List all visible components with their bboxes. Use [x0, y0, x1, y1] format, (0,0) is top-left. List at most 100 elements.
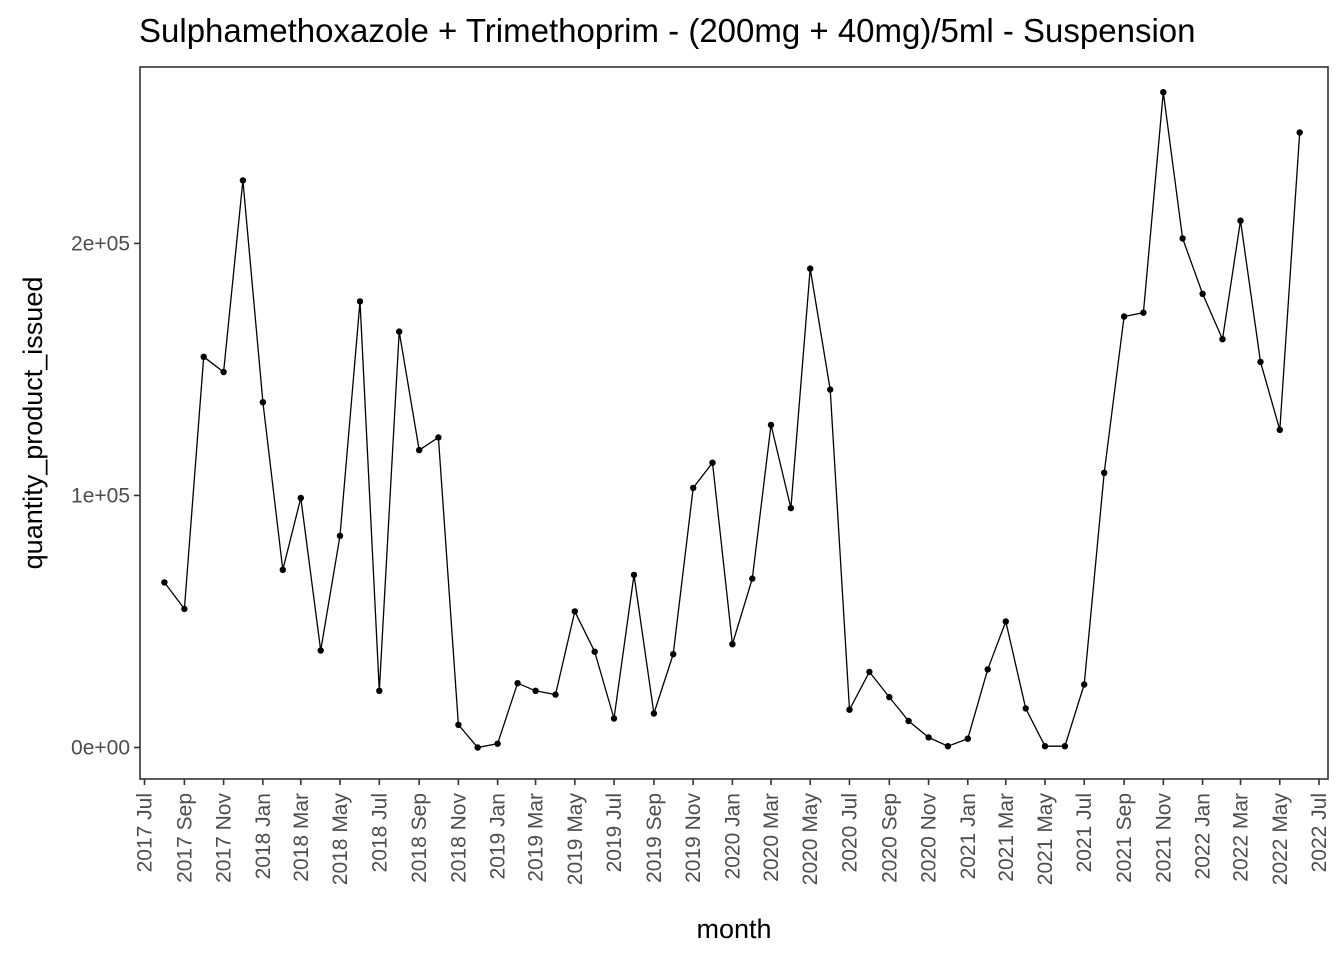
data-point — [591, 648, 598, 655]
data-point — [181, 605, 188, 613]
plot-panel — [139, 66, 1329, 780]
x-tick-label: 2021 Nov — [1152, 793, 1175, 883]
series-layer — [161, 89, 1303, 751]
x-tick-label: 2022 Jul — [1308, 793, 1331, 872]
x-tick-label: 2019 Sep — [643, 793, 666, 883]
x-tick-label: 2022 Mar — [1230, 793, 1253, 882]
x-tick-label: 2020 Nov — [918, 793, 941, 883]
data-point — [455, 721, 462, 728]
data-point — [1219, 336, 1226, 343]
data-point — [200, 353, 207, 360]
data-point — [279, 566, 286, 573]
y-tick-label: 0e+00 — [71, 736, 130, 759]
x-tick-label: 2022 May — [1269, 793, 1292, 886]
x-tick-label: 2020 Sep — [878, 793, 901, 883]
data-point — [1061, 743, 1069, 750]
data-point — [925, 734, 932, 741]
data-point — [650, 710, 658, 717]
x-tick-label: 2020 May — [799, 793, 822, 886]
data-point — [1101, 469, 1108, 476]
data-point — [807, 265, 814, 272]
data-point — [866, 668, 873, 676]
x-axis: 2017 Jul 2017 Sep 2017 Nov 2018 Jan 2018 Mar… — [134, 779, 1331, 885]
data-point — [749, 575, 756, 582]
data-point — [846, 706, 853, 713]
data-point — [1237, 217, 1244, 224]
data-point — [259, 399, 267, 406]
data-point — [827, 386, 834, 393]
data-point — [161, 579, 168, 586]
x-axis-title: month — [696, 914, 771, 944]
x-tick-label: 2022 Jan — [1192, 793, 1215, 879]
data-point — [690, 484, 697, 492]
data-point — [239, 177, 247, 184]
data-point — [630, 571, 638, 579]
data-point — [474, 744, 481, 751]
data-point — [1081, 681, 1088, 688]
x-tick-label: 2018 May — [329, 793, 352, 886]
data-point — [984, 666, 991, 673]
data-point — [1041, 743, 1049, 750]
data-point — [220, 368, 227, 376]
data-point — [729, 641, 736, 648]
x-tick-label: 2018 Jan — [252, 793, 275, 879]
x-tick-label: 2020 Jan — [721, 793, 744, 879]
data-point — [1296, 129, 1303, 136]
x-tick-label: 2019 Jan — [487, 793, 510, 879]
data-point — [1257, 358, 1264, 366]
x-tick-label: 2019 Jul — [603, 793, 626, 872]
data-point — [1160, 89, 1167, 96]
data-point — [1140, 309, 1147, 316]
data-point — [1022, 705, 1029, 712]
chart-title: Sulphamethoxazole + Trimethoprim - (200m… — [139, 12, 1196, 49]
x-tick-label: 2019 Nov — [682, 793, 705, 883]
data-point — [767, 421, 775, 429]
y-axis-title: quantity_product_issued — [18, 277, 48, 570]
x-tick-label: 2017 Sep — [173, 793, 196, 883]
data-point — [905, 717, 912, 725]
x-tick-label: 2018 Sep — [408, 793, 431, 883]
data-point — [514, 680, 521, 687]
x-tick-label: 2021 Jul — [1073, 793, 1096, 872]
data-point — [416, 446, 423, 454]
y-axis: 0e+00 1e+05 2e+05 — [71, 232, 140, 759]
y-tick-label: 1e+05 — [71, 484, 130, 507]
x-tick-label: 2017 Nov — [213, 793, 236, 883]
data-point — [964, 735, 971, 742]
data-point — [396, 328, 403, 335]
data-point — [944, 743, 952, 750]
x-tick-label: 2018 Jul — [368, 793, 391, 872]
x-tick-label: 2020 Mar — [760, 793, 783, 882]
data-point — [886, 693, 893, 701]
data-point — [610, 715, 618, 722]
data-point — [494, 740, 501, 747]
data-point — [1179, 235, 1186, 242]
x-tick-label: 2020 Jul — [838, 793, 861, 872]
x-tick-label: 2021 Sep — [1113, 793, 1136, 883]
data-point — [552, 691, 559, 698]
data-point — [532, 687, 539, 694]
data-point — [1120, 313, 1128, 320]
x-tick-label: 2019 Mar — [525, 793, 548, 882]
data-point — [297, 494, 304, 502]
x-tick-label: 2018 Mar — [290, 793, 313, 882]
data-point — [571, 608, 578, 615]
data-point — [709, 459, 716, 466]
x-tick-label: 2021 Mar — [995, 793, 1018, 882]
data-point — [317, 647, 324, 654]
data-point — [1276, 426, 1284, 434]
x-tick-label: 2021 Jan — [957, 793, 980, 879]
data-point — [376, 687, 383, 694]
data-point — [356, 298, 364, 305]
data-point — [435, 434, 442, 441]
y-tick-label: 2e+05 — [71, 232, 130, 255]
x-tick-label: 2017 Jul — [134, 793, 157, 872]
x-tick-label: 2018 Nov — [447, 793, 470, 883]
data-point — [336, 532, 344, 539]
data-point — [787, 504, 795, 512]
data-point — [670, 651, 677, 658]
data-point — [1002, 618, 1009, 625]
data-point — [1199, 290, 1206, 297]
x-tick-label: 2019 May — [564, 793, 587, 886]
